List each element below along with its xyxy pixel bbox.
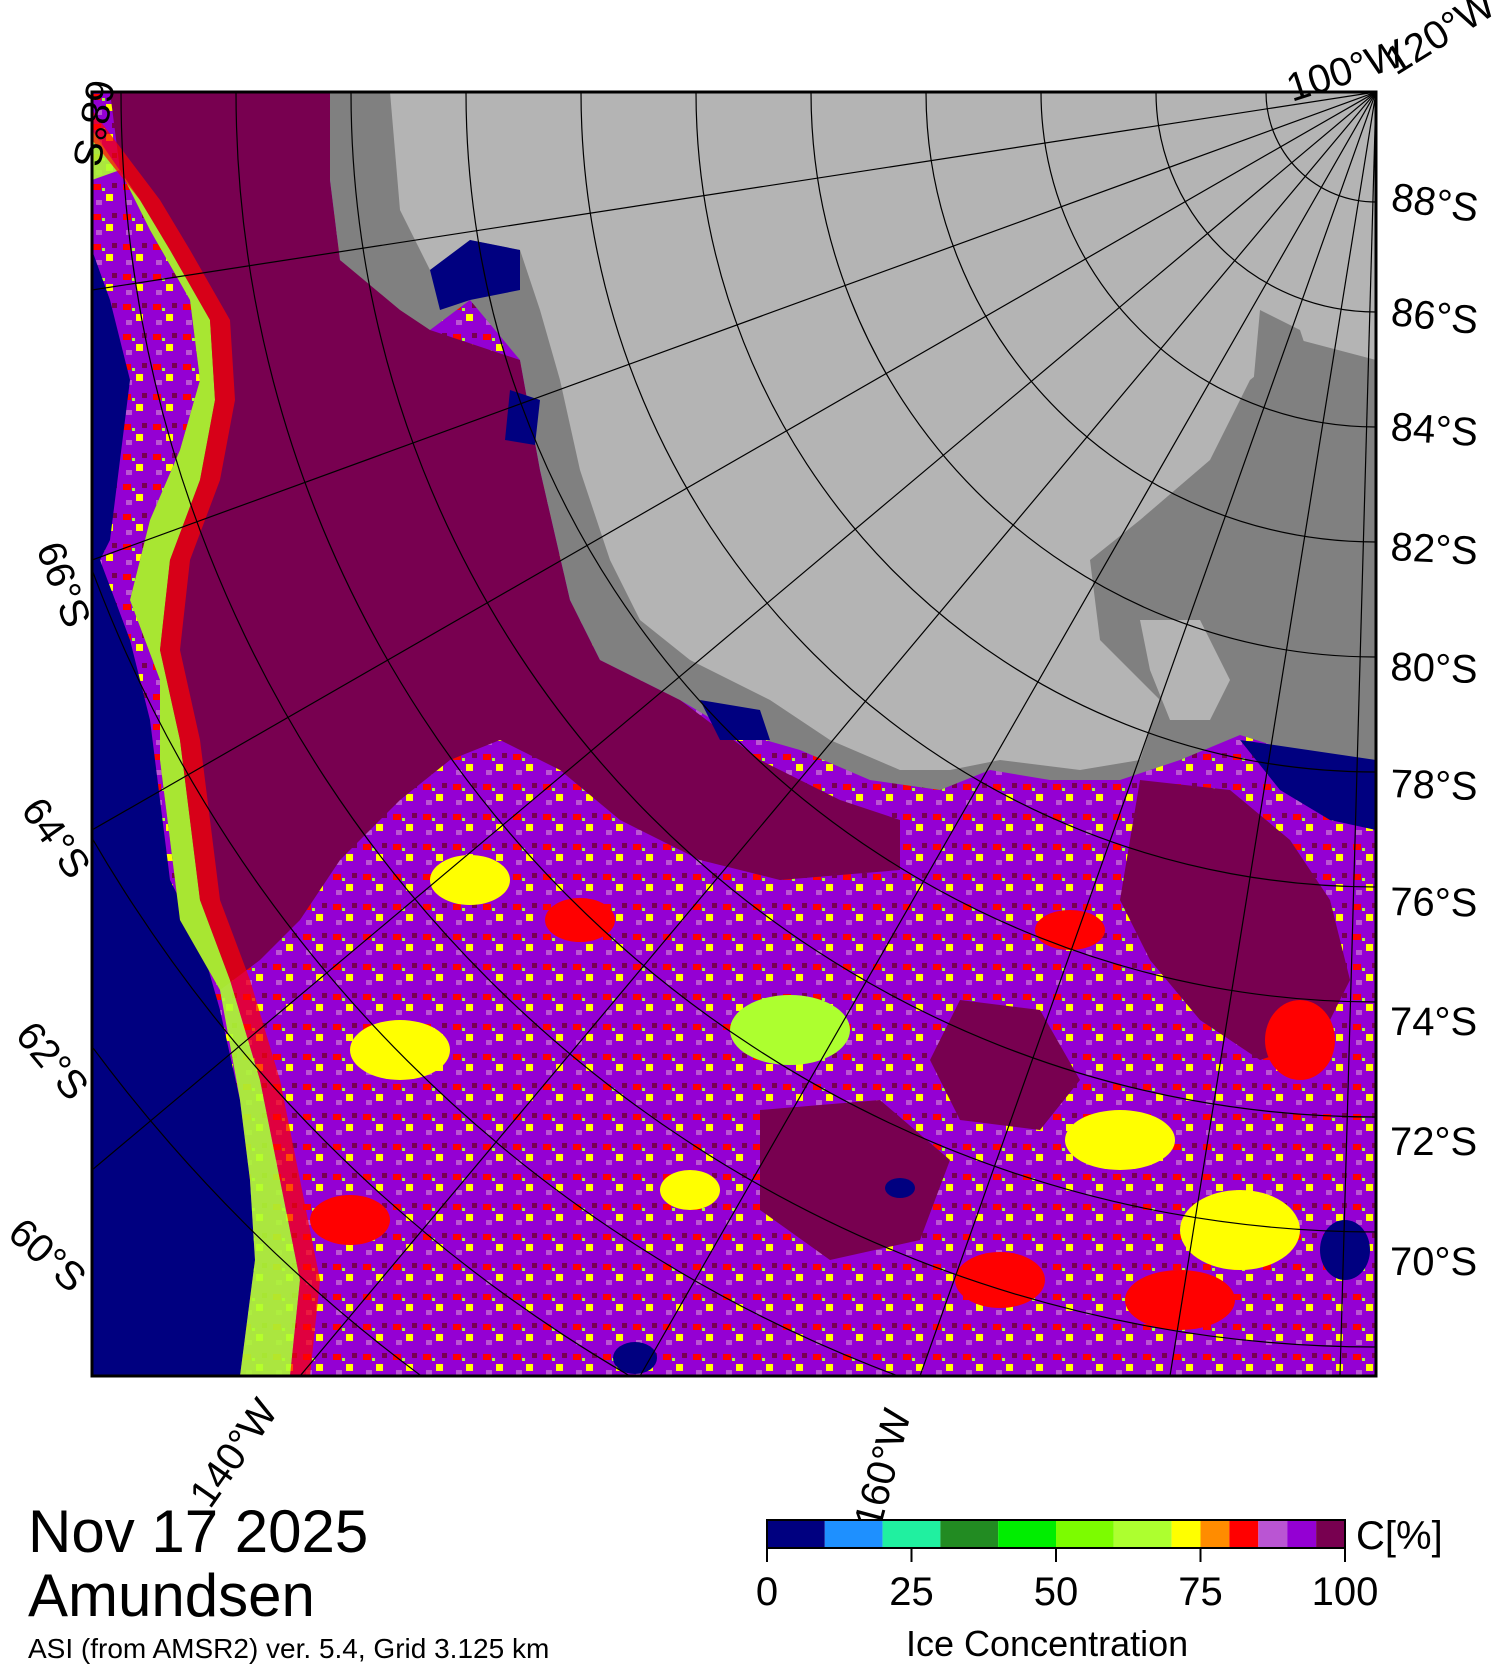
lat-label: 76°S bbox=[1390, 880, 1478, 926]
legend-color-swatch bbox=[767, 1520, 825, 1548]
lon-label: 140°W bbox=[181, 1391, 286, 1515]
lat-label: 64°S bbox=[13, 790, 99, 887]
legend-color-swatch bbox=[1171, 1520, 1201, 1548]
lat-label: 78°S bbox=[1390, 762, 1479, 809]
lat-label: 86°S bbox=[1389, 290, 1480, 343]
source-info: ASI (from AMSR2) ver. 5.4, Grid 3.125 km bbox=[28, 1633, 550, 1664]
lat-label: 74°S bbox=[1390, 1000, 1477, 1044]
legend-tick-label: 0 bbox=[755, 1570, 779, 1614]
full-ice-area-west bbox=[110, 92, 900, 990]
marginal-ice-band bbox=[92, 130, 300, 1376]
lat-label: 72°S bbox=[1390, 1120, 1477, 1164]
legend-color-swatch bbox=[998, 1520, 1056, 1548]
legend-title: Ice Concentration bbox=[906, 1623, 1189, 1664]
marginal-ice-band-inner bbox=[92, 110, 320, 1376]
ice-shelf-lobe bbox=[1180, 310, 1330, 640]
legend-color-swatch bbox=[1056, 1520, 1114, 1548]
lat-label: 80°S bbox=[1390, 645, 1479, 692]
coastal-open-water bbox=[700, 700, 770, 740]
legend-color-swatch bbox=[1200, 1520, 1230, 1548]
legend-tick-label: 25 bbox=[889, 1570, 934, 1614]
map-data-layer bbox=[92, 92, 1376, 1376]
legend-colorbar bbox=[766, 1519, 1346, 1549]
legend-color-swatch bbox=[1316, 1520, 1345, 1548]
open-water-area bbox=[92, 250, 255, 1376]
legend-color-swatch bbox=[1287, 1520, 1317, 1548]
full-ice-patch bbox=[760, 1100, 950, 1260]
lat-label: 62°S bbox=[7, 1014, 97, 1109]
open-water-spot bbox=[1320, 1220, 1370, 1280]
legend-ticks bbox=[766, 1548, 1346, 1562]
legend-color-swatch bbox=[940, 1520, 999, 1548]
lon-label: 120°W bbox=[1377, 0, 1499, 84]
legend-color-swatch bbox=[1258, 1520, 1288, 1548]
lat-label: 88°S bbox=[1389, 175, 1481, 231]
lon-label: 160°W bbox=[846, 1404, 920, 1532]
legend-color-swatch bbox=[824, 1520, 883, 1548]
latitude-labels-right: 88°S 86°S 84°S 82°S 80°S 78°S 76°S 74°S … bbox=[1389, 175, 1481, 1284]
lat-label: 84°S bbox=[1389, 405, 1479, 455]
legend-color-swatch bbox=[882, 1520, 941, 1548]
full-ice-area-east bbox=[1120, 780, 1350, 1060]
lat-label: 60°S bbox=[0, 1210, 94, 1301]
ice-shelf-lobe bbox=[1140, 620, 1230, 720]
legend-color-swatch bbox=[1113, 1520, 1172, 1548]
legend-unit: C[%] bbox=[1356, 1514, 1443, 1558]
legend-color-swatch bbox=[1229, 1520, 1259, 1548]
date-title: Nov 17 2025 bbox=[28, 1498, 369, 1565]
land-ice-sheet bbox=[390, 92, 1376, 770]
open-water-spot bbox=[885, 1178, 915, 1198]
lat-label: 82°S bbox=[1390, 525, 1479, 574]
map-frame bbox=[90, 90, 1378, 1378]
legend-tick-label: 100 bbox=[1311, 1570, 1379, 1614]
legend-tick-label: 50 bbox=[1033, 1570, 1079, 1614]
legend-tick-label: 75 bbox=[1178, 1570, 1223, 1614]
coastal-open-water bbox=[430, 240, 520, 310]
low-concentration-patches bbox=[310, 855, 1335, 1330]
lat-label: 70°S bbox=[1390, 1240, 1477, 1284]
coastal-open-water bbox=[1240, 740, 1376, 830]
region-title: Amundsen bbox=[28, 1562, 315, 1629]
lat-label: 66°S bbox=[28, 536, 99, 633]
